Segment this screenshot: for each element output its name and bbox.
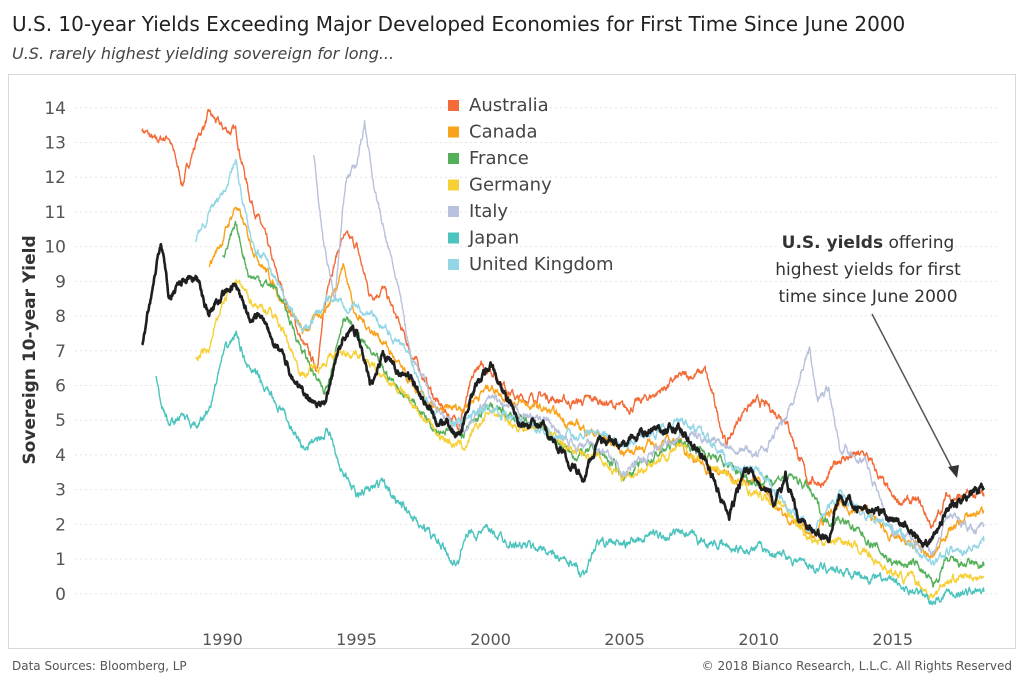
- legend-swatch: [448, 126, 459, 138]
- annotation-line-2: highest yields for first: [775, 260, 961, 280]
- y-tick-label: 7: [55, 342, 66, 362]
- legend-swatch: [448, 206, 459, 217]
- y-tick-label: 6: [55, 376, 66, 396]
- annotation: U.S. yields offering highest yields for …: [775, 233, 961, 478]
- y-tick-label: 12: [44, 168, 66, 188]
- annotation-line-1: U.S. yields offering: [782, 233, 955, 253]
- x-tick-label: 2000: [470, 630, 511, 649]
- x-tick-label: 1995: [336, 630, 377, 649]
- legend-swatch: [448, 232, 459, 244]
- legend-entry: Australia: [469, 95, 549, 116]
- y-tick-label: 2: [55, 515, 66, 535]
- legend-entry: United Kingdom: [469, 254, 613, 275]
- series-line-australia: [141, 108, 985, 529]
- y-tick-label: 1: [55, 550, 66, 570]
- annotation-line-3: time since June 2000: [778, 287, 957, 307]
- series-line-japan: [155, 330, 985, 606]
- y-tick-label: 14: [44, 99, 66, 119]
- chart-title: U.S. 10-year Yields Exceeding Major Deve…: [12, 12, 906, 36]
- plot-frame: [8, 74, 1016, 649]
- legend-entry: France: [469, 148, 529, 169]
- annotation-bold: U.S. yields: [782, 233, 883, 253]
- annotation-arrow-head: [948, 465, 959, 478]
- y-axis-label: Sovereign 10-year Yield: [20, 235, 40, 464]
- annotation-arrow-line: [871, 313, 955, 473]
- y-tick-label: 10: [44, 238, 66, 258]
- legend-entry: Italy: [469, 201, 508, 222]
- chart-subtitle: U.S. rarely highest yielding sovereign f…: [12, 44, 395, 63]
- series-line-france: [221, 220, 985, 588]
- legend-swatch: [448, 100, 459, 111]
- y-tick-label: 3: [55, 481, 66, 501]
- x-axis-ticks: 1990 1995 2000 2005 2010 2015: [202, 630, 913, 649]
- series-line-us: [140, 242, 986, 548]
- legend-entry: Canada: [469, 122, 538, 143]
- series-line-italy: [312, 119, 985, 556]
- legend-entry: Germany: [469, 175, 552, 196]
- y-tick-label: 8: [55, 307, 66, 327]
- legend-swatch: [448, 153, 459, 164]
- legend: Australia Canada France Germany Italy Japan Un…: [448, 95, 613, 275]
- copyright: © 2018 Bianco Research, L.L.C. All Right…: [701, 659, 1012, 673]
- x-tick-label: 2005: [604, 630, 645, 649]
- gridlines: [75, 107, 1000, 595]
- legend-swatch: [448, 179, 459, 191]
- x-tick-label: 1990: [202, 630, 243, 649]
- x-tick-label: 2010: [738, 630, 779, 649]
- legend-swatch: [448, 259, 459, 270]
- data-source: Data Sources: Bloomberg, LP: [12, 659, 187, 673]
- y-tick-label: 11: [44, 203, 66, 223]
- y-tick-label: 9: [55, 272, 66, 292]
- legend-entry: Japan: [468, 228, 519, 249]
- y-tick-label: 13: [44, 133, 66, 153]
- y-tick-label: 0: [55, 585, 66, 605]
- series-lines: [140, 108, 986, 606]
- series-line-united-kingdom: [195, 158, 985, 566]
- x-tick-label: 2015: [872, 630, 913, 649]
- annotation-line1-rest: offering: [883, 233, 954, 253]
- y-tick-label: 4: [55, 446, 66, 466]
- y-tick-label: 5: [55, 411, 66, 431]
